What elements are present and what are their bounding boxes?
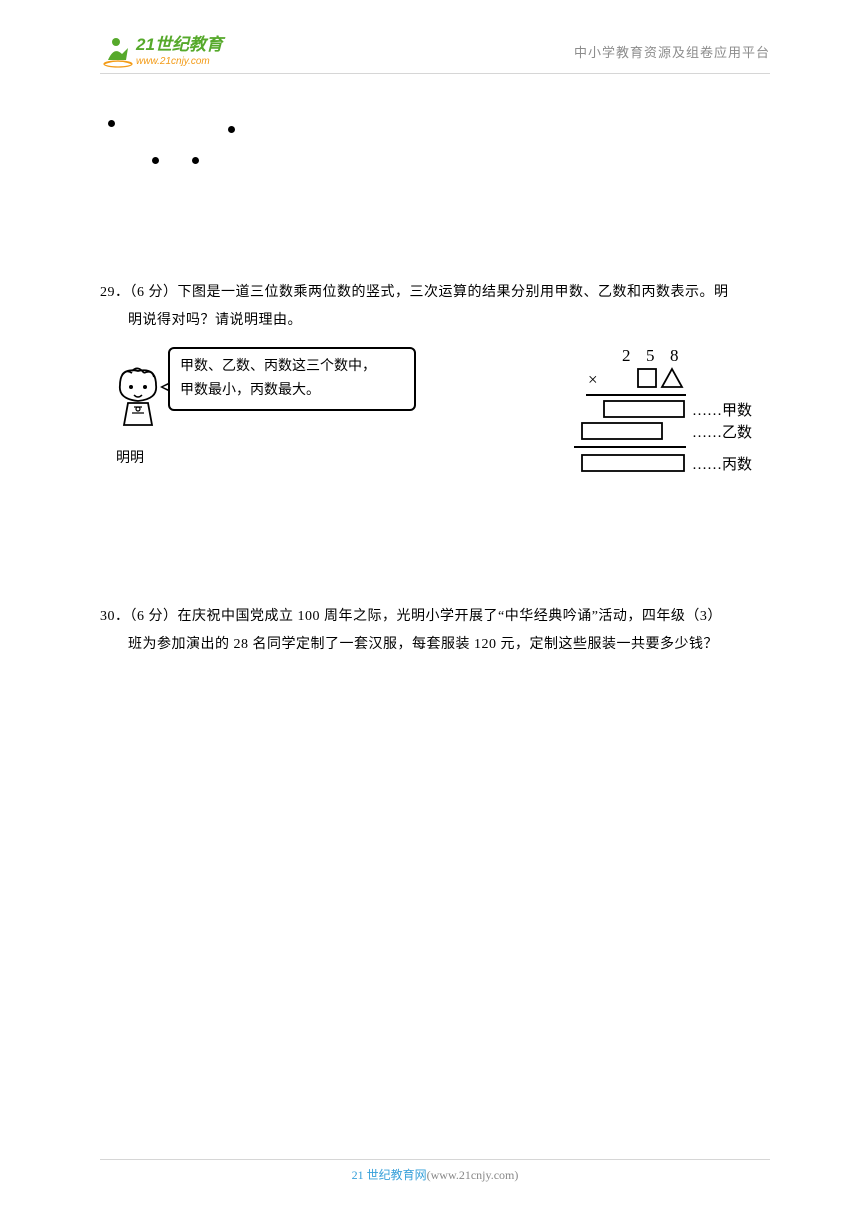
- logo-icon: 21世纪教育 www.21cnjy.com: [100, 34, 270, 70]
- footer-text: 21 世纪教育网(www.21cnjy.com): [352, 1168, 519, 1182]
- dot: [152, 157, 159, 164]
- svg-text:www.21cnjy.com: www.21cnjy.com: [136, 56, 210, 67]
- speech-bubble: 甲数、乙数、丙数这三个数中， 甲数最小，丙数最大。: [168, 347, 416, 411]
- q29-text: 29．（6 分）下图是一道三位数乘两位数的竖式，三次运算的结果分别用甲数、乙数和…: [100, 279, 770, 335]
- footer-brand: 21 世纪教育网: [352, 1168, 427, 1182]
- question-29: 29．（6 分）下图是一道三位数乘两位数的竖式，三次运算的结果分别用甲数、乙数和…: [100, 279, 770, 493]
- svg-text:……乙数: ……乙数: [692, 424, 752, 441]
- footer-url: (www.21cnjy.com): [427, 1168, 519, 1182]
- header-platform-text: 中小学教育资源及组卷应用平台: [574, 42, 770, 61]
- q30-line2: 班为参加演出的 28 名同学定制了一套汉服，每套服装 120 元，定制这些服装一…: [128, 637, 718, 652]
- question-30: 30．（6 分）在庆祝中国党成立 100 周年之际，光明小学开展了“中华经典吟诵…: [100, 603, 770, 659]
- logo: 21世纪教育 www.21cnjy.com: [100, 34, 270, 70]
- page-header: 21世纪教育 www.21cnjy.com 中小学教育资源及组卷应用平台: [100, 34, 770, 74]
- svg-text:8: 8: [670, 346, 679, 365]
- svg-text:……甲数: ……甲数: [692, 402, 752, 419]
- q29-figure: 甲数、乙数、丙数这三个数中， 甲数最小，丙数最大。 明明 2 5: [100, 343, 770, 493]
- vertical-calculation: 2 5 8 × ……甲数 ……乙数 ……丙数: [552, 343, 792, 493]
- bubble-line1: 甲数、乙数、丙数这三个数中，: [180, 359, 376, 374]
- q30-line1: 30．（6 分）在庆祝中国党成立 100 周年之际，光明小学开展了“中华经典吟诵…: [100, 609, 722, 624]
- dot: [108, 120, 115, 127]
- svg-text:……丙数: ……丙数: [692, 456, 752, 473]
- page-footer: 21 世纪教育网(www.21cnjy.com): [100, 1159, 770, 1184]
- child-icon: [110, 365, 166, 445]
- svg-text:×: ×: [588, 370, 598, 389]
- q29-line1: 29．（6 分）下图是一道三位数乘两位数的竖式，三次运算的结果分别用甲数、乙数和…: [100, 285, 729, 300]
- svg-text:2: 2: [622, 346, 631, 365]
- q30-text: 30．（6 分）在庆祝中国党成立 100 周年之际，光明小学开展了“中华经典吟诵…: [100, 603, 770, 659]
- dot: [192, 157, 199, 164]
- svg-text:5: 5: [646, 346, 655, 365]
- bubble-line2: 甲数最小，丙数最大。: [180, 383, 320, 398]
- svg-text:21世纪教育: 21世纪教育: [135, 35, 226, 54]
- dot: [228, 126, 235, 133]
- child-name: 明明: [116, 447, 144, 467]
- dot-cluster: [100, 104, 770, 184]
- page-content: 29．（6 分）下图是一道三位数乘两位数的竖式，三次运算的结果分别用甲数、乙数和…: [100, 104, 770, 659]
- character-box: 甲数、乙数、丙数这三个数中， 甲数最小，丙数最大。 明明: [100, 343, 420, 483]
- q29-line2: 明说得对吗？请说明理由。: [128, 313, 302, 328]
